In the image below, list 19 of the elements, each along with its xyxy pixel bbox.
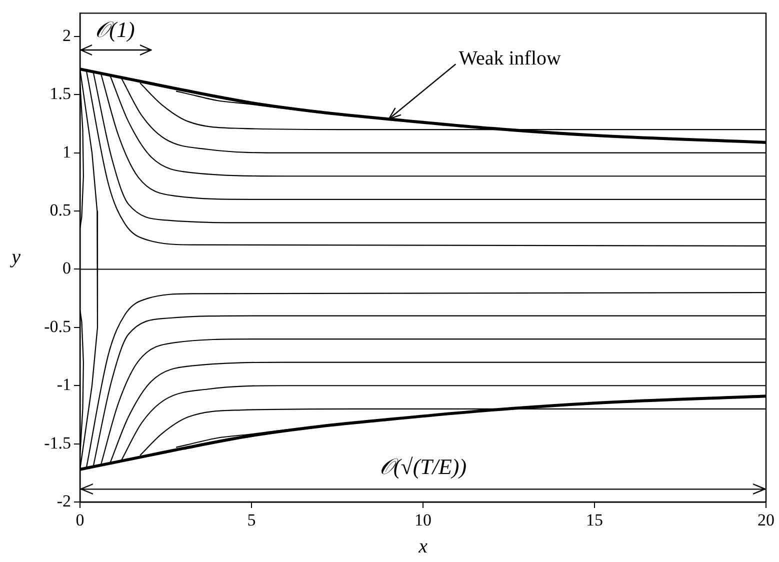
ref-line-label: 𝒪(√(T/E)) <box>379 454 467 479</box>
x-tick-label: 10 <box>414 510 432 530</box>
annotation: Weak inflow <box>458 47 562 70</box>
x-tick-label: 20 <box>758 510 774 530</box>
y-tick-label: 1.5 <box>50 84 71 104</box>
x-tick-label: 0 <box>76 510 84 530</box>
y-tick-label: -1 <box>56 375 71 394</box>
x-axis-title: x <box>418 535 428 558</box>
y-tick-label: 0.5 <box>50 200 71 220</box>
y-tick-label: -2 <box>56 491 71 510</box>
annotation: 𝒪(1) <box>95 17 135 42</box>
y-tick-label: -1.5 <box>44 433 71 452</box>
y-tick-label: -0.5 <box>44 316 71 336</box>
y-tick-label: 2 <box>62 26 71 45</box>
x-tick-label: 5 <box>247 510 256 530</box>
x-tick-label: 15 <box>586 510 603 530</box>
y-tick-label: 1 <box>62 142 71 162</box>
y-tick-label: 0 <box>62 258 71 278</box>
y-axis-title: y <box>10 246 21 268</box>
